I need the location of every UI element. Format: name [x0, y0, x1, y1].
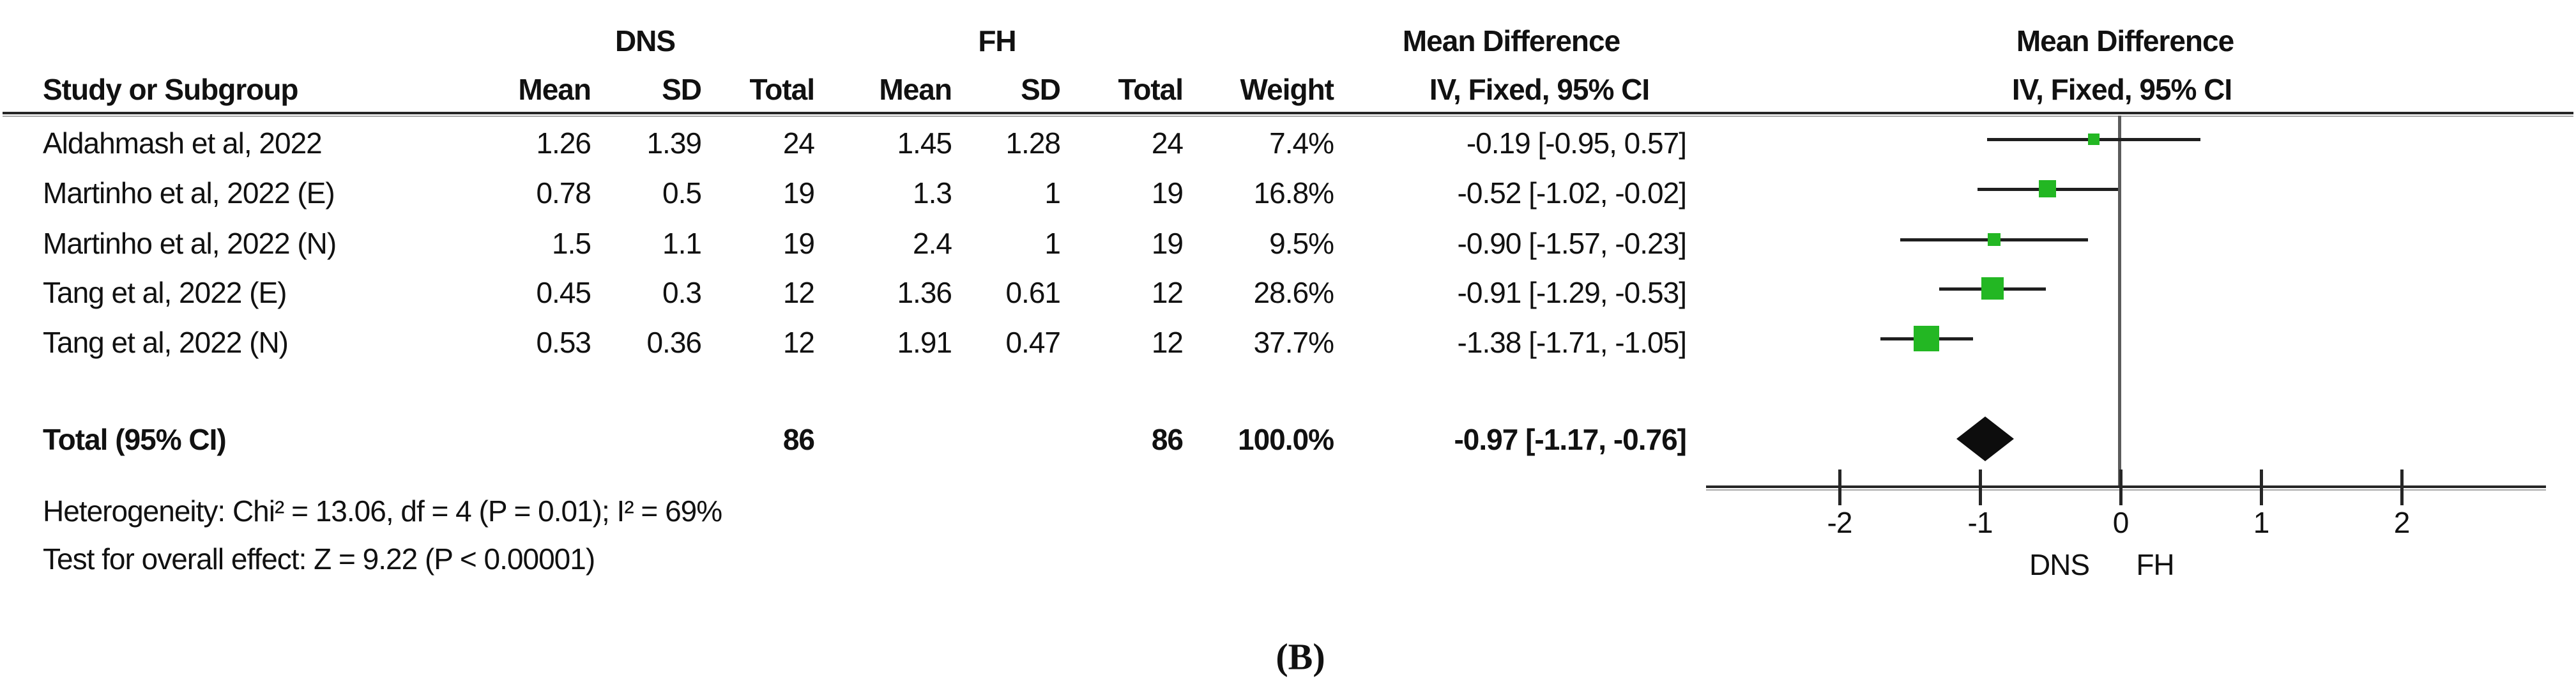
axis-tick-zero [2119, 470, 2123, 505]
md-ci-text: -0.19 [-0.95, 0.57] [1466, 126, 1687, 160]
fh-mean: 2.4 [913, 227, 952, 260]
dns-sd: 1.1 [662, 227, 702, 260]
header-separator-line [3, 112, 2573, 114]
group-header-fh: FH [978, 24, 1016, 57]
fh-mean: 1.3 [913, 176, 952, 210]
effect-square-row2 [2039, 180, 2056, 197]
column-header-study: Study or Subgroup [43, 73, 299, 106]
md-ci-text: -0.52 [-1.02, -0.02] [1457, 176, 1687, 210]
dns-mean: 0.45 [536, 276, 591, 309]
fh-total: 24 [1151, 126, 1184, 160]
effect-square-row3 [1988, 233, 2001, 246]
effect-square-row4 [1981, 277, 2004, 300]
dns-total: 19 [782, 227, 815, 260]
panel-label: (B) [1276, 636, 1325, 678]
axis-label-minus1: -1 [1967, 506, 1993, 539]
header-separator-shadow [3, 116, 2573, 117]
dns-sd: 0.3 [662, 276, 702, 309]
axis-tick-plus1 [2260, 470, 2263, 505]
dns-sd: 0.5 [662, 176, 702, 210]
total-label: Total (95% CI) [43, 423, 227, 456]
column-header-fh-total: Total [1118, 73, 1184, 106]
fh-total: 19 [1151, 227, 1184, 260]
axis-group-label-dns: DNS [2029, 548, 2090, 581]
study-name: Tang et al, 2022 (E) [43, 276, 287, 309]
column-header-dns-total: Total [749, 73, 815, 106]
plot-header-mean-difference: Mean Difference [2016, 24, 2234, 57]
zero-line [2118, 116, 2121, 488]
dns-mean: 1.5 [552, 227, 591, 260]
fh-total: 12 [1151, 276, 1184, 309]
pooled-diamond [1956, 416, 2014, 461]
study-name: Martinho et al, 2022 (N) [43, 227, 337, 260]
axis-tick-plus2 [2400, 470, 2404, 505]
total-dns-n: 86 [782, 423, 815, 456]
overall-effect-text: Test for overall effect: Z = 9.22 (P < 0… [43, 542, 595, 576]
effect-square-row5 [1914, 326, 1939, 351]
dns-total: 12 [782, 276, 815, 309]
md-ci-text: -0.90 [-1.57, -0.23] [1457, 227, 1687, 260]
dns-mean: 0.53 [536, 326, 591, 359]
total-fh-n: 86 [1151, 423, 1184, 456]
weight: 16.8% [1253, 176, 1334, 210]
dns-sd: 1.39 [646, 126, 702, 160]
column-header-iv-fixed: IV, Fixed, 95% CI [1429, 73, 1650, 106]
weight: 7.4% [1269, 126, 1334, 160]
axis-group-label-fh: FH [2136, 548, 2174, 581]
effect-square-row1 [2088, 134, 2100, 145]
total-weight: 100.0% [1237, 423, 1334, 456]
fh-sd: 1 [1044, 227, 1061, 260]
fh-mean: 1.91 [897, 326, 952, 359]
dns-sd: 0.36 [646, 326, 702, 359]
column-header-mean-difference: Mean Difference [1402, 24, 1620, 57]
fh-mean: 1.36 [897, 276, 952, 309]
plot-header-iv-fixed: IV, Fixed, 95% CI [2011, 73, 2232, 106]
column-header-fh-mean: Mean [879, 73, 952, 106]
axis-label-minus2: -2 [1827, 506, 1853, 539]
dns-total: 12 [782, 326, 815, 359]
axis-label-zero: 0 [2112, 506, 2130, 539]
axis-tick-minus1 [1979, 470, 1982, 505]
x-axis-shadow [1706, 489, 2546, 491]
md-ci-text: -1.38 [-1.71, -1.05] [1457, 326, 1687, 359]
study-name: Martinho et al, 2022 (E) [43, 176, 335, 210]
dns-total: 19 [782, 176, 815, 210]
x-axis-line [1706, 485, 2546, 488]
fh-sd: 1.28 [1005, 126, 1061, 160]
heterogeneity-text: Heterogeneity: Chi² = 13.06, df = 4 (P =… [43, 494, 722, 528]
fh-sd: 0.61 [1005, 276, 1061, 309]
weight: 28.6% [1253, 276, 1334, 309]
study-name: Aldahmash et al, 2022 [43, 126, 323, 160]
fh-total: 19 [1151, 176, 1184, 210]
axis-label-plus2: 2 [2393, 506, 2411, 539]
total-ci-text: -0.97 [-1.17, -0.76] [1454, 423, 1687, 456]
fh-sd: 0.47 [1005, 326, 1061, 359]
fh-total: 12 [1151, 326, 1184, 359]
fh-mean: 1.45 [897, 126, 952, 160]
fh-sd: 1 [1044, 176, 1061, 210]
dns-mean: 0.78 [536, 176, 591, 210]
study-name: Tang et al, 2022 (N) [43, 326, 289, 359]
md-ci-text: -0.91 [-1.29, -0.53] [1457, 276, 1687, 309]
dns-mean: 1.26 [536, 126, 591, 160]
weight: 37.7% [1253, 326, 1334, 359]
axis-label-plus1: 1 [2253, 506, 2270, 539]
column-header-fh-sd: SD [1021, 73, 1061, 106]
column-header-weight: Weight [1240, 73, 1334, 106]
group-header-dns: DNS [614, 24, 676, 57]
column-header-dns-mean: Mean [518, 73, 591, 106]
dns-total: 24 [782, 126, 815, 160]
weight: 9.5% [1269, 227, 1334, 260]
column-header-dns-sd: SD [662, 73, 702, 106]
axis-tick-minus2 [1838, 470, 1841, 505]
